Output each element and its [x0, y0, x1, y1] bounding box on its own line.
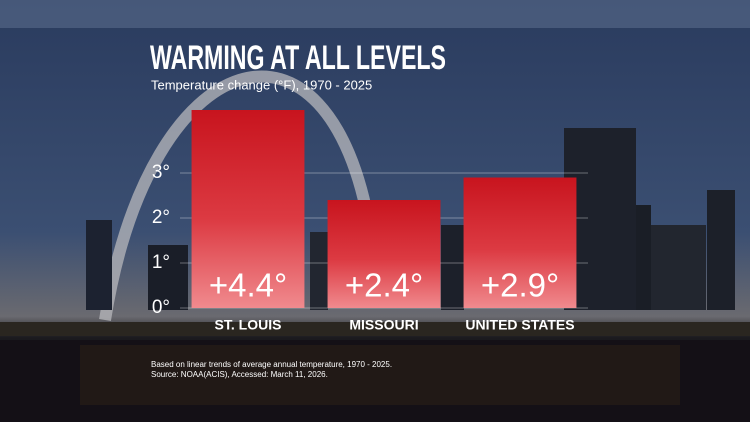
footnote: Based on linear trends of average annual…	[151, 360, 392, 369]
y-tick-label: 2°	[152, 207, 170, 228]
chart-title: WARMING AT ALL LEVELS	[150, 39, 446, 77]
x-tick-label: UNITED STATES	[465, 317, 574, 333]
bar	[191, 110, 305, 308]
y-tick-label: 0°	[152, 297, 170, 318]
value-label: +4.4°	[209, 267, 287, 304]
bar	[327, 200, 441, 308]
bar	[463, 177, 577, 308]
value-label: +2.4°	[345, 267, 423, 304]
x-tick-label: ST. LOUIS	[215, 317, 282, 333]
value-label: +2.9°	[481, 267, 559, 304]
chart-subtitle: Temperature change (°F), 1970 - 2025	[151, 77, 372, 92]
x-tick-label: MISSOURI	[349, 317, 418, 333]
y-tick-label: 1°	[152, 252, 170, 273]
footnote: Source: NOAA(ACIS), Accessed: March 11, …	[151, 370, 328, 379]
y-tick-label: 3°	[152, 162, 170, 183]
